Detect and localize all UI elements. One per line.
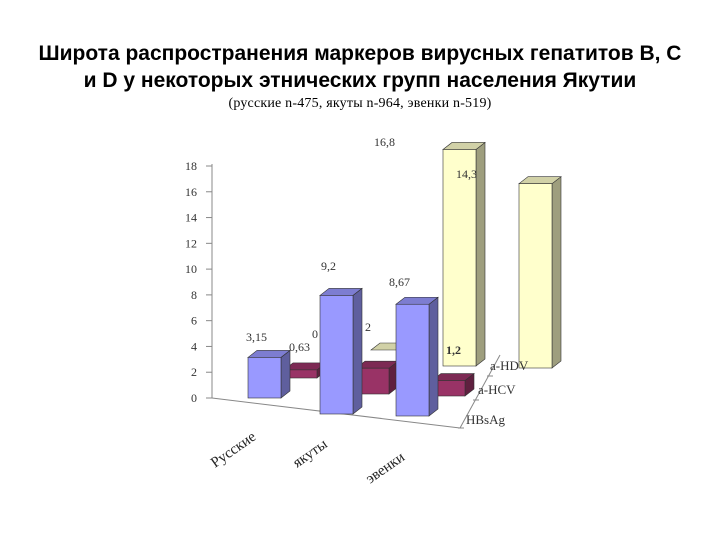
bar-front-face [442, 149, 477, 367]
data-label-hbsag: 3,15 [246, 330, 267, 344]
y-tick-label: 2 [191, 365, 197, 379]
bar-a-hdv-3 [518, 176, 562, 369]
y-tick-label: 12 [185, 236, 197, 250]
bars-group [247, 141, 562, 417]
category-label: якуты [290, 436, 330, 471]
y-tick-label: 16 [185, 185, 197, 199]
depth-axis-line [459, 354, 501, 429]
bar-a-hdv-2 [442, 141, 486, 367]
category-label: эвенки [363, 449, 408, 487]
y-tick-label: 14 [185, 211, 197, 225]
bar-side-face [280, 349, 291, 399]
bar-a-hcv-3 [431, 372, 475, 397]
chart-title: Широта распространения маркеров вирусных… [0, 40, 720, 94]
bar-front-face [518, 183, 553, 369]
data-label-a-hcv: 1,2 [446, 343, 461, 357]
category-label: Русские [208, 429, 259, 472]
data-label-hbsag: 8,67 [389, 275, 410, 289]
data-label-hbsag: 9,2 [321, 259, 336, 273]
y-tick-label: 8 [191, 288, 197, 302]
y-tick-label: 18 [185, 159, 197, 173]
y-tick-label: 0 [191, 391, 197, 405]
data-label-a-hdv: 14,3 [456, 167, 477, 181]
series-label-a-hcv: a-HCV [478, 382, 516, 397]
data-label-a-hdv: 0 [312, 327, 318, 341]
data-label-a-hcv: 0,63 [289, 340, 310, 354]
data-label-a-hcv: 2 [365, 320, 371, 334]
chart-subtitle: (русские n-475, якуты n-964, эвенки n-51… [228, 96, 492, 111]
bar-hbsag-1 [247, 349, 291, 399]
bar-front-face [395, 303, 430, 417]
bar-hbsag-2 [319, 287, 363, 415]
series-label-hbsag: HBsAg [466, 412, 506, 427]
bar-side-face [352, 287, 363, 415]
bar-side-face [475, 141, 486, 367]
chart-title-line-1: Широта распространения маркеров вирусных… [38, 42, 682, 65]
bar-front-face [247, 357, 282, 399]
bar-side-face [428, 296, 439, 417]
bar-hbsag-3 [395, 296, 439, 417]
bar-front-face [319, 295, 354, 415]
chart-title-line-2: и D у некоторых этнических групп населен… [83, 69, 637, 92]
y-tick-label: 10 [185, 262, 197, 276]
y-tick-label: 6 [191, 314, 197, 328]
y-tick-label: 4 [191, 339, 197, 353]
data-label-a-hdv: 16,8 [374, 135, 395, 149]
series-label-a-hdv: a-HDV [490, 358, 529, 373]
bar-side-face [551, 176, 562, 369]
